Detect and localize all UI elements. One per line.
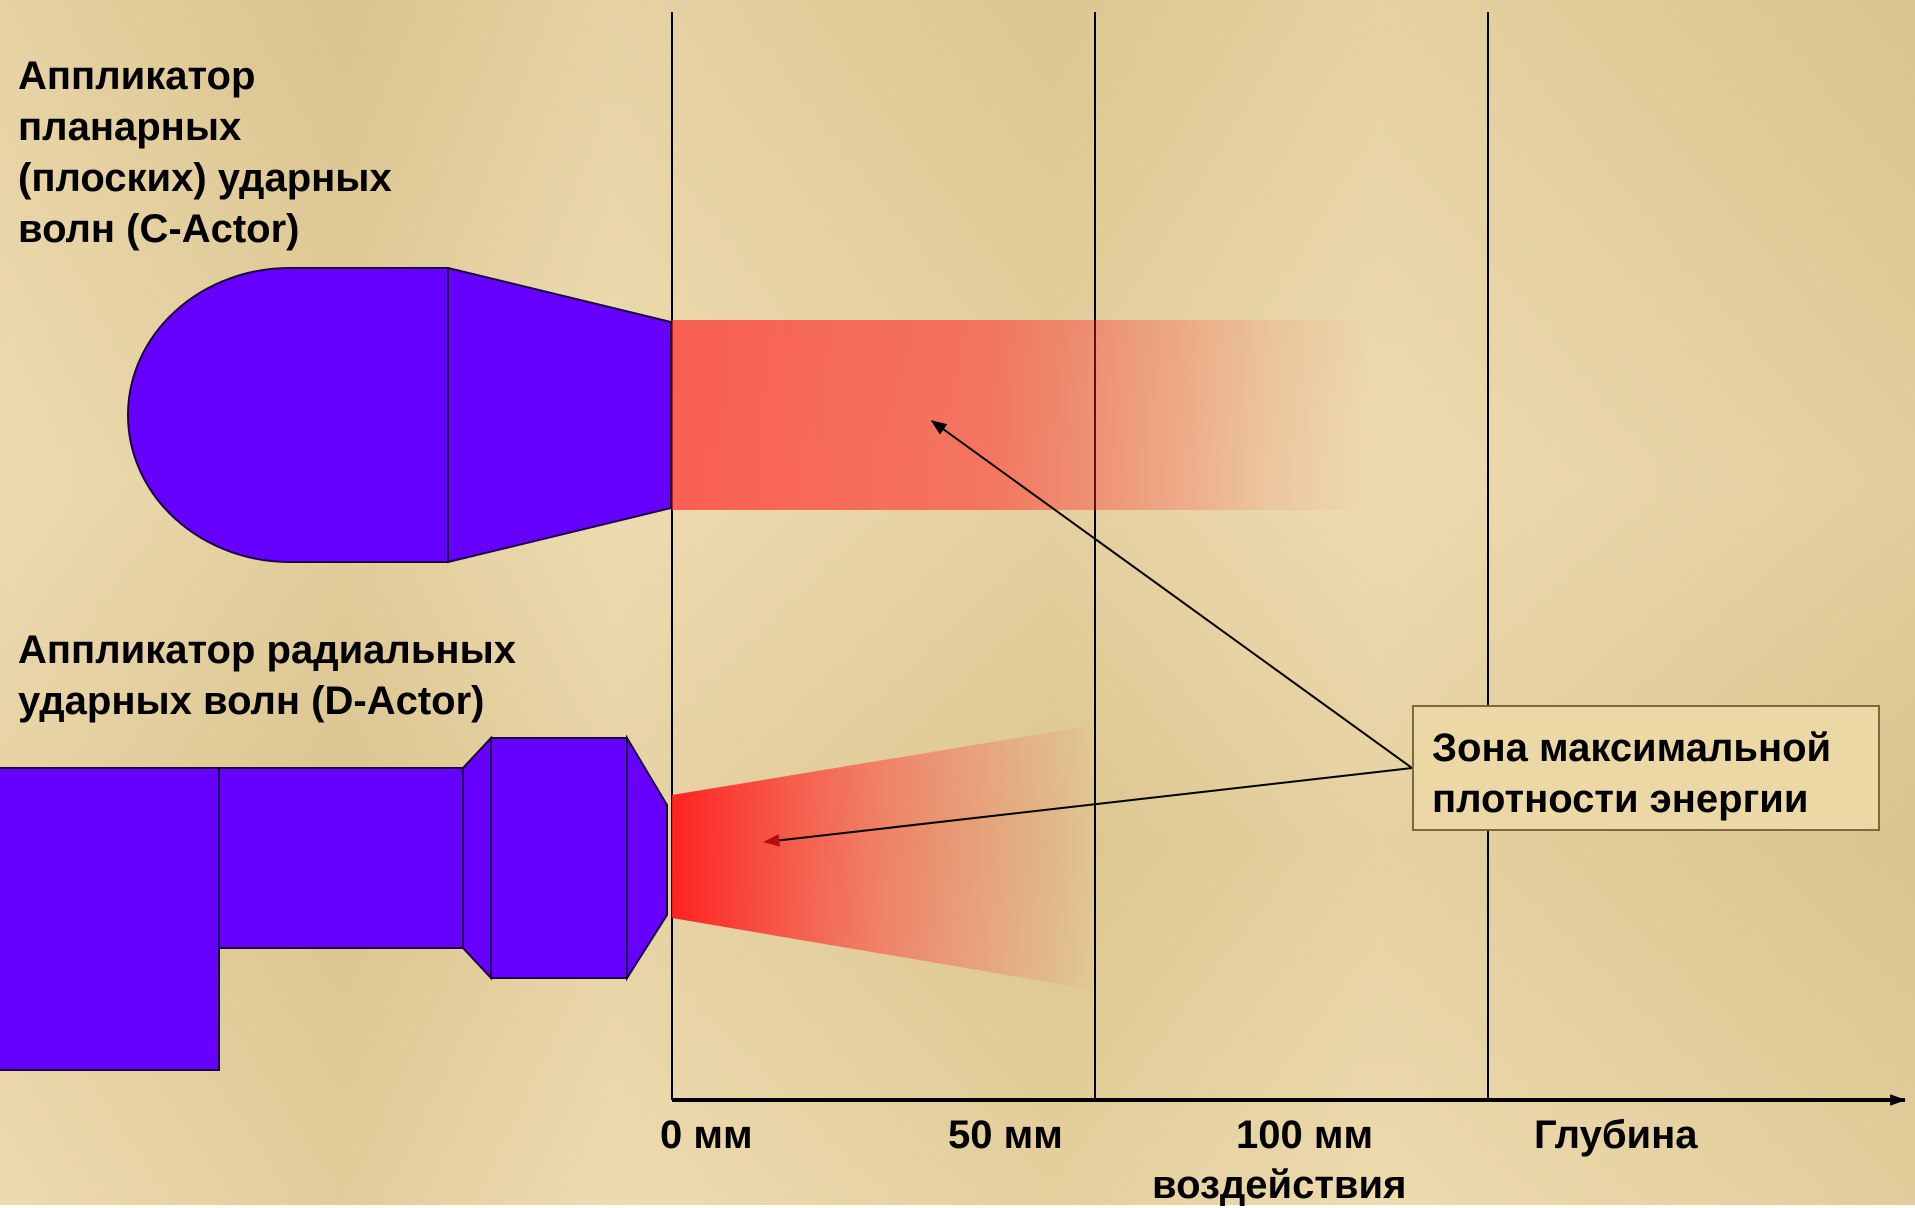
c-actor-label: Аппликатор планарных (плоских) ударных в… bbox=[18, 54, 392, 251]
callout-pointer-radial bbox=[763, 767, 1413, 847]
axis-title-second-line: воздействия bbox=[1152, 1163, 1407, 1207]
d-actor-label: Аппликатор радиальных ударных волн (D-Ac… bbox=[18, 628, 516, 723]
tick-0mm: 0 мм bbox=[660, 1113, 753, 1157]
tick-100mm: 100 мм bbox=[1236, 1113, 1374, 1157]
radial-energy-zone bbox=[672, 725, 1095, 990]
planar-energy-zone bbox=[672, 320, 1372, 510]
energy-zone-callout: Зона максимальной плотности энергии bbox=[1412, 705, 1880, 831]
callout-pointer-planar bbox=[930, 420, 1413, 769]
axis-title: Глубина bbox=[1534, 1113, 1698, 1157]
c-actor-applicator bbox=[127, 266, 672, 564]
tick-50mm: 50 мм bbox=[948, 1113, 1063, 1157]
d-actor-applicator bbox=[0, 734, 668, 1071]
